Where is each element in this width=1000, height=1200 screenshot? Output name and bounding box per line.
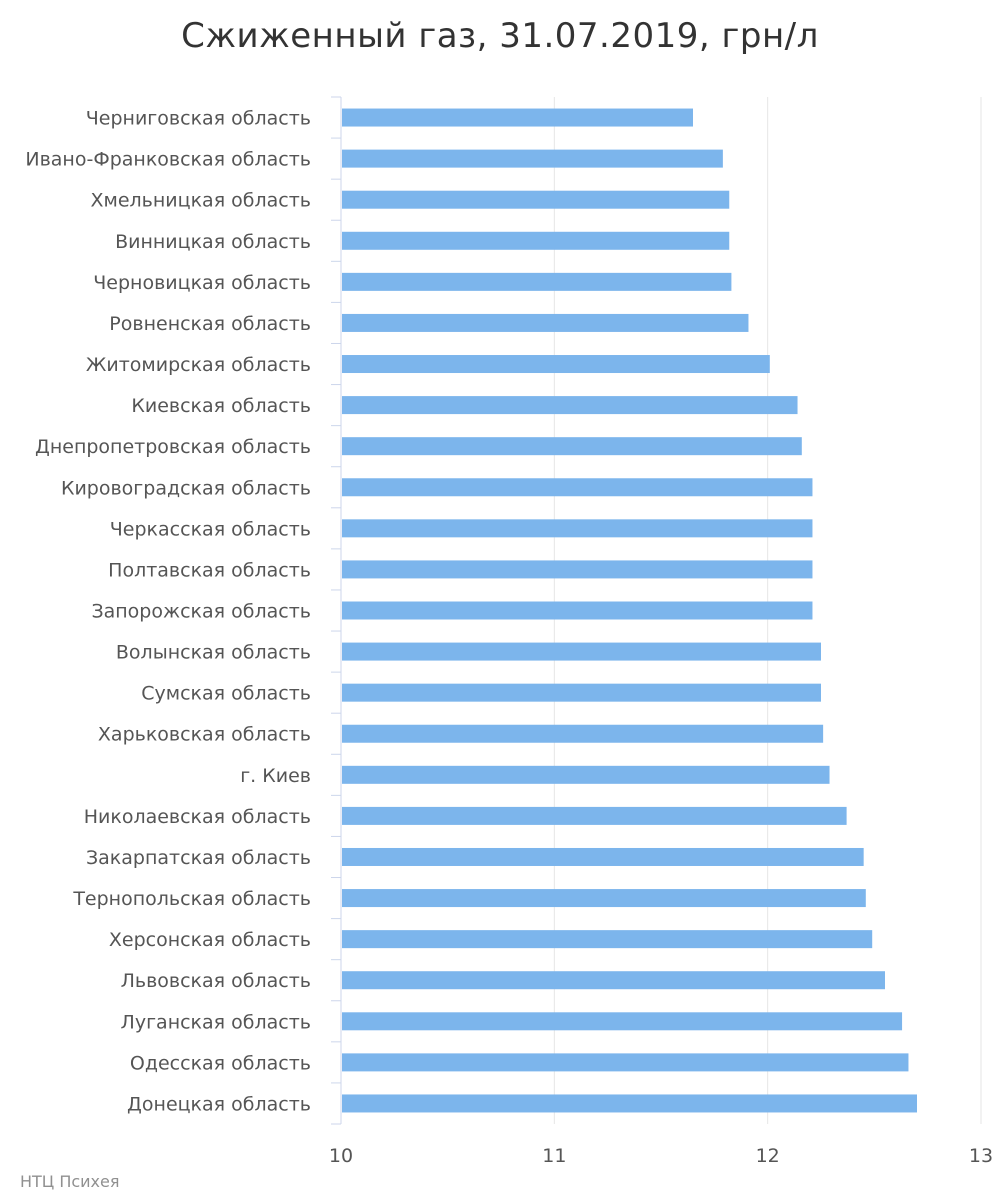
category-label: Житомирская область bbox=[86, 354, 311, 376]
category-label: Днепропетровская область bbox=[35, 436, 311, 458]
category-label: Львовская область bbox=[121, 970, 311, 992]
x-tick-label: 11 bbox=[542, 1145, 566, 1167]
bar bbox=[342, 971, 885, 990]
bar bbox=[342, 1012, 903, 1031]
bar bbox=[342, 560, 813, 579]
category-label: Ровненская область bbox=[109, 313, 311, 335]
x-tick-label: 10 bbox=[329, 1145, 353, 1167]
bar bbox=[342, 478, 813, 497]
bar bbox=[342, 806, 847, 825]
category-label: Винницкая область bbox=[115, 231, 311, 253]
credits-text: НТЦ Психея bbox=[20, 1172, 120, 1191]
bar bbox=[342, 847, 864, 866]
category-axis bbox=[331, 96, 342, 1125]
bar bbox=[342, 683, 821, 702]
bar bbox=[342, 108, 693, 127]
category-label: Луганская область bbox=[121, 1011, 311, 1033]
value-axis-ticks: 10 11 12 13 bbox=[329, 1145, 993, 1167]
category-label: Полтавская область bbox=[108, 559, 311, 581]
x-tick-label: 13 bbox=[969, 1145, 993, 1167]
category-label: Черновицкая область bbox=[93, 272, 311, 294]
bar bbox=[342, 519, 813, 538]
category-label: Черкасская область bbox=[110, 518, 311, 540]
chart-title: Сжиженный газ, 31.07.2019, грн/л bbox=[181, 16, 819, 56]
x-tick-label: 12 bbox=[756, 1145, 780, 1167]
bar bbox=[342, 149, 723, 168]
category-label: г. Киев bbox=[240, 765, 311, 787]
category-label: Харьковская область bbox=[98, 724, 311, 746]
bar bbox=[342, 1094, 917, 1113]
bars bbox=[342, 108, 917, 1113]
bar bbox=[342, 642, 821, 661]
category-label: Волынская область bbox=[116, 642, 311, 664]
category-label: Хмельницкая область bbox=[90, 190, 311, 212]
category-label: Запорожская область bbox=[91, 601, 311, 623]
category-label: Сумская область bbox=[141, 683, 311, 705]
bar bbox=[342, 1053, 909, 1072]
category-label: Одесская область bbox=[130, 1052, 311, 1074]
bar bbox=[342, 355, 770, 374]
bar bbox=[342, 724, 824, 743]
bar bbox=[342, 601, 813, 620]
category-label: Херсонская область bbox=[109, 929, 311, 951]
category-label: Николаевская область bbox=[84, 806, 311, 828]
bar bbox=[342, 437, 802, 456]
bar bbox=[342, 930, 873, 949]
bar bbox=[342, 231, 730, 250]
bar bbox=[342, 765, 830, 784]
category-label: Ивано-Франковская область bbox=[25, 149, 311, 171]
bar bbox=[342, 313, 749, 332]
bar bbox=[342, 190, 730, 209]
category-labels: Черниговская область Ивано-Франковская об… bbox=[25, 108, 311, 1116]
category-label: Киевская область bbox=[131, 395, 311, 417]
category-label: Тернопольская область bbox=[72, 888, 311, 910]
category-label: Кировоградская область bbox=[61, 477, 311, 499]
category-label: Донецкая область bbox=[127, 1093, 311, 1115]
bar bbox=[342, 396, 798, 415]
category-label: Черниговская область bbox=[86, 108, 311, 130]
bar bbox=[342, 272, 732, 291]
category-label: Закарпатская область bbox=[86, 847, 311, 869]
bar bbox=[342, 889, 866, 908]
